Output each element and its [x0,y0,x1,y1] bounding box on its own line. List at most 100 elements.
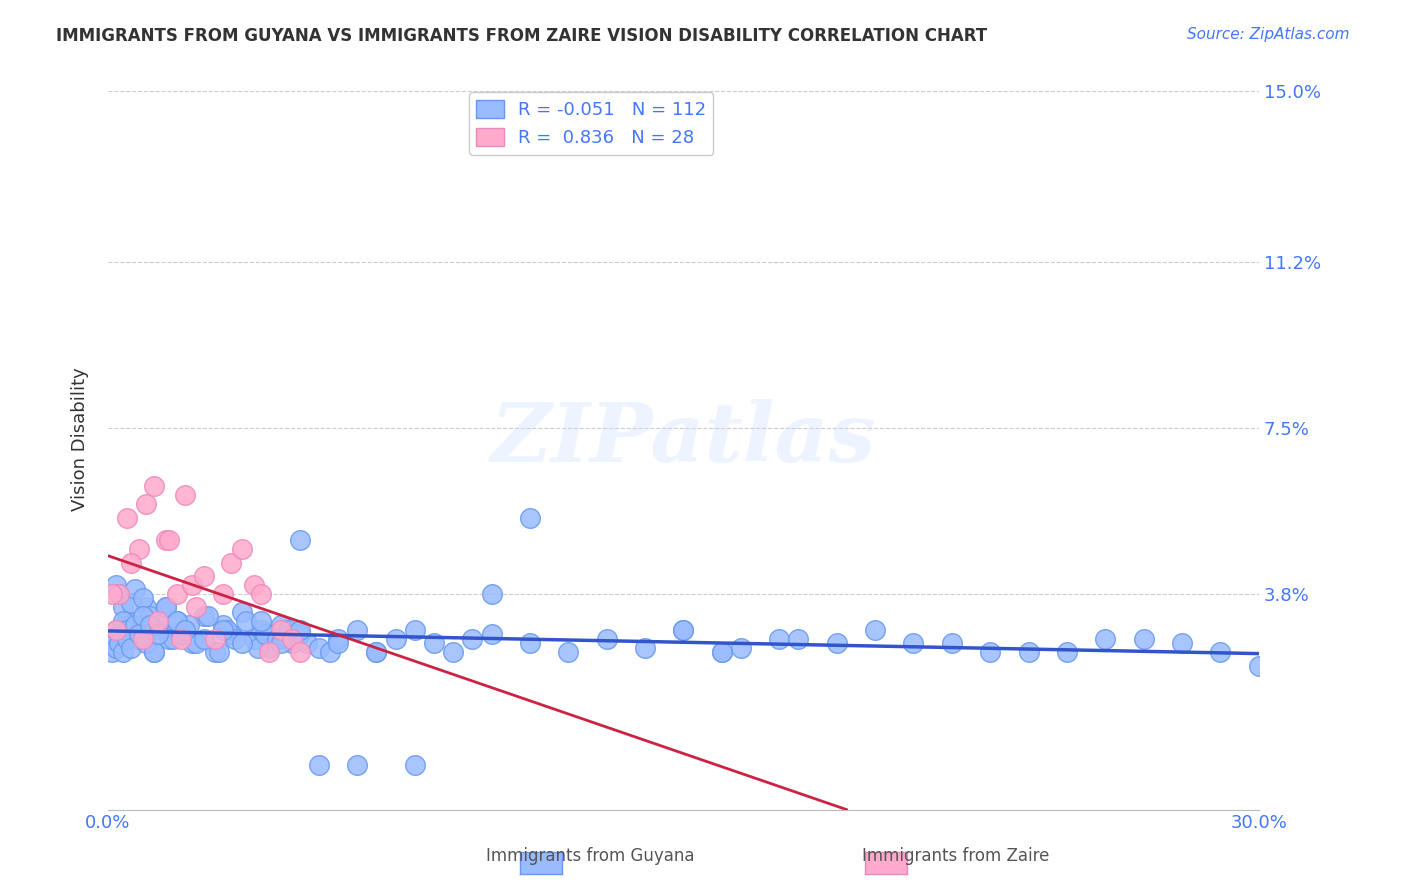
Point [197,609,219,624]
Point [404,623,426,637]
Point [730,640,752,655]
Point [146,614,169,628]
Point [710,645,733,659]
Point [242,632,264,646]
Point [212,618,235,632]
Point [115,632,138,646]
Point [143,645,166,659]
Point [595,632,617,646]
Point [104,578,127,592]
Point [941,636,963,650]
Point [212,587,235,601]
Point [150,623,173,637]
Point [204,645,226,659]
Point [115,614,138,628]
Point [146,627,169,641]
Point [1094,632,1116,646]
Point [166,587,188,601]
Point [768,632,790,646]
Point [297,636,319,650]
Point [146,618,169,632]
Point [108,636,131,650]
Point [863,623,886,637]
Point [231,542,253,557]
Point [101,632,124,646]
Text: ZIPatlas: ZIPatlas [491,399,876,479]
Point [710,645,733,659]
Point [1132,632,1154,646]
Point [120,556,142,570]
Point [257,645,280,659]
Point [254,627,277,641]
Point [108,587,131,601]
Point [181,636,204,650]
Point [157,533,180,547]
Point [404,757,426,772]
Point [120,640,142,655]
Point [135,600,157,615]
Point [1056,645,1078,659]
Point [124,582,146,597]
Point [270,618,292,632]
Point [128,632,150,646]
Point [166,614,188,628]
Point [112,614,135,628]
Point [235,614,257,628]
Point [155,600,177,615]
Legend: R = -0.051   N = 112, R =  0.836   N = 28: R = -0.051 N = 112, R = 0.836 N = 28 [470,93,713,154]
Point [115,510,138,524]
Point [246,640,269,655]
Point [166,614,188,628]
Point [162,632,184,646]
Point [672,623,695,637]
Point [231,605,253,619]
Point [101,587,124,601]
Point [108,587,131,601]
Point [186,636,208,650]
Point [131,591,153,606]
Point [270,623,292,637]
Point [288,627,311,641]
Point [250,614,273,628]
Point [288,533,311,547]
Point [257,640,280,655]
Text: Immigrants from Guyana: Immigrants from Guyana [486,847,695,865]
Point [979,645,1001,659]
Point [193,569,215,583]
Point [128,627,150,641]
Point [288,645,311,659]
Point [186,600,208,615]
Point [124,618,146,632]
Point [231,636,253,650]
Point [242,578,264,592]
Point [308,640,330,655]
Point [557,645,579,659]
Y-axis label: Vision Disability: Vision Disability [72,368,89,511]
Point [250,587,273,601]
Point [1247,658,1270,673]
Point [193,632,215,646]
Point [181,578,204,592]
Point [112,645,135,659]
Point [139,618,162,632]
Point [120,596,142,610]
Point [173,623,195,637]
Point [143,479,166,493]
Point [143,645,166,659]
Point [219,556,242,570]
Point [177,618,200,632]
Point [208,645,231,659]
Point [308,757,330,772]
Point [672,623,695,637]
Point [346,623,368,637]
Point [346,757,368,772]
Point [112,600,135,615]
Point [135,636,157,650]
Point [115,623,138,637]
Point [326,632,349,646]
Point [270,636,292,650]
Point [104,623,127,637]
Point [423,636,446,650]
Point [224,632,246,646]
Point [461,632,484,646]
